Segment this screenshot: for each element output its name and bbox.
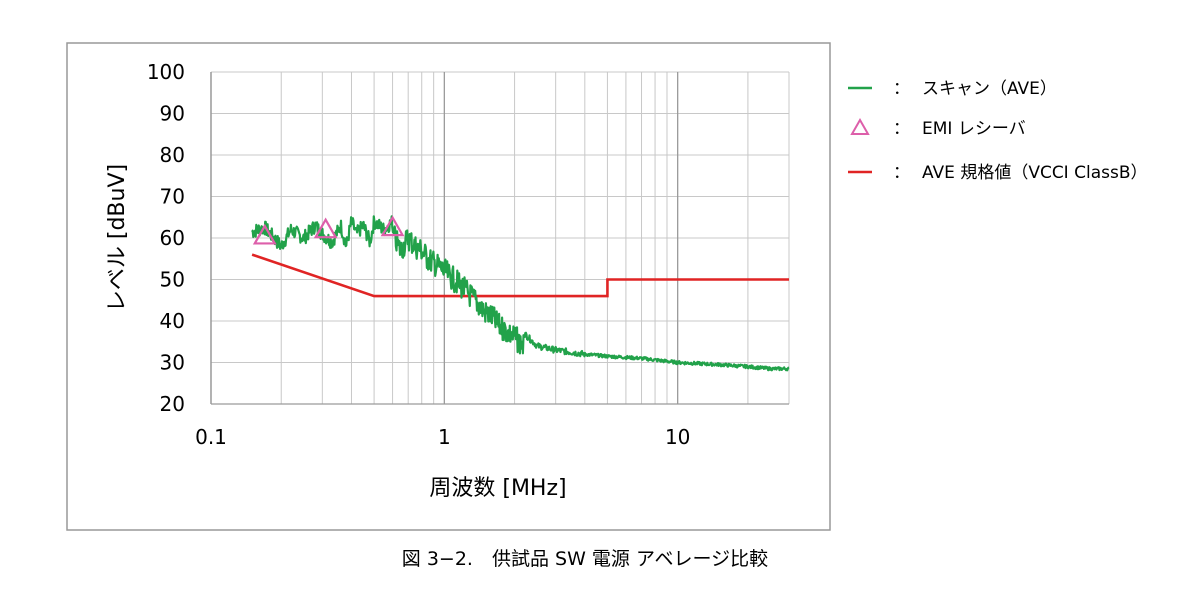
x-tick-label: 10 — [665, 425, 690, 449]
y-tick-label: 90 — [160, 102, 185, 126]
y-axis-title: レベル [dBuV] — [105, 164, 130, 312]
legend: ： スキャン（AVE） ： EMI レシーバ ： AVE 規格値（VCCI ClassB） — [848, 79, 1148, 183]
legend-separator: ： — [893, 119, 910, 139]
y-tick-label: 30 — [160, 351, 185, 375]
y-tick-label: 100 — [147, 60, 185, 84]
axes — [210, 72, 789, 405]
y-tick-label: 50 — [160, 268, 185, 292]
plot-series — [251, 215, 790, 372]
chart-frame — [66, 42, 831, 531]
series-line-scan — [251, 215, 790, 372]
emi-marker — [313, 217, 338, 239]
legend-label: EMI レシーバ — [922, 119, 1026, 139]
legend-label: スキャン（AVE） — [922, 79, 1057, 99]
x-axis-title: 周波数 [MHz] — [429, 476, 566, 501]
x-tick-label: 1 — [438, 425, 451, 449]
tick-labels: 20 30 40 50 60 70 80 90 100 0.1 1 10 — [147, 60, 691, 449]
legend-separator: ： — [893, 163, 910, 183]
legend-swatch-triangle — [850, 117, 870, 135]
y-tick-label: 80 — [160, 143, 185, 167]
x-tick-label: 0.1 — [195, 425, 227, 449]
emi-marker — [380, 215, 405, 237]
legend-label: AVE 規格値（VCCI ClassB） — [922, 163, 1148, 183]
y-tick-label: 20 — [160, 392, 185, 416]
emi-marker — [252, 223, 277, 245]
figure-caption: 図 3−2. 供試品 SW 電源 アベレージ比較 — [402, 548, 768, 570]
y-tick-label: 70 — [160, 185, 185, 209]
y-tick-label: 40 — [160, 309, 185, 333]
legend-separator: ： — [893, 79, 910, 99]
series-line-limit — [251, 253, 789, 298]
y-tick-label: 60 — [160, 226, 185, 250]
